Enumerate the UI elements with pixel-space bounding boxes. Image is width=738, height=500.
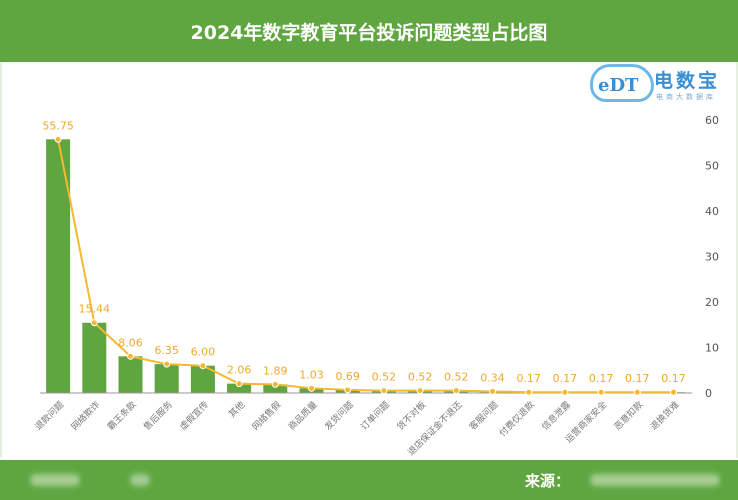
logo-name: 电数宝 <box>654 70 721 92</box>
line-point <box>235 380 243 388</box>
line-point <box>525 388 533 396</box>
data-label: 2.06 <box>227 364 252 377</box>
bar <box>118 356 143 393</box>
x-tick-label: 信息泄露 <box>539 399 573 433</box>
x-tick-label: 货不对板 <box>394 399 428 433</box>
x-tick-label: 恶意扣款 <box>611 399 645 433</box>
line-point <box>163 360 171 368</box>
line-point <box>452 387 460 395</box>
y-tick-label: 0 <box>705 387 712 400</box>
x-tick-label: 其他 <box>226 399 247 420</box>
y-tick-label: 10 <box>705 342 719 355</box>
data-label: 1.89 <box>263 364 288 377</box>
line-point <box>127 352 134 360</box>
data-label: 15.44 <box>79 303 111 316</box>
line-point <box>90 319 98 327</box>
data-label: 0.34 <box>480 371 505 384</box>
data-label: 8.06 <box>118 336 143 349</box>
blurred-source <box>590 474 720 486</box>
line-point <box>489 387 496 395</box>
x-tick-label: 发货问题 <box>322 399 356 433</box>
x-tick-label: 退款问题 <box>32 399 66 433</box>
data-label: 0.17 <box>553 372 578 385</box>
x-tick-label: 售后服务 <box>141 399 175 433</box>
data-label: 0.52 <box>372 371 397 384</box>
line-point <box>416 387 424 395</box>
data-label: 6.00 <box>191 346 216 359</box>
x-tick-label: 付费仅退款 <box>497 399 537 439</box>
cloud-logo-icon <box>590 64 654 102</box>
chart-title: 2024年数字教育平台投诉问题类型占比图 <box>190 21 548 44</box>
data-label: 0.17 <box>516 372 541 385</box>
line-point <box>344 386 352 394</box>
data-label: 0.17 <box>589 372 614 385</box>
data-label: 1.03 <box>299 368 324 381</box>
x-tick-label: 商品质量 <box>286 399 320 433</box>
data-label: 55.75 <box>42 119 74 132</box>
line-series <box>57 139 674 394</box>
y-tick-label: 50 <box>705 160 719 173</box>
title-bar: 2024年数字教育平台投诉问题类型占比图 <box>0 0 738 62</box>
y-tick-label: 60 <box>705 114 719 127</box>
x-tick-label: 网络售假 <box>249 399 283 433</box>
line-point <box>308 384 315 392</box>
x-tick-label: 网络欺诈 <box>68 399 102 433</box>
line-point <box>597 388 605 396</box>
line-point <box>380 387 388 395</box>
bar <box>154 364 179 393</box>
x-tick-label: 客服问题 <box>467 399 501 433</box>
line-point <box>271 380 279 388</box>
y-tick-label: 40 <box>705 205 719 218</box>
data-label: 0.17 <box>625 372 650 385</box>
data-label: 0.69 <box>335 370 360 383</box>
x-tick-label: 订单问题 <box>358 399 392 433</box>
data-label: 6.35 <box>154 344 179 357</box>
logo: eDT 电数宝 电商大数据库 <box>590 64 730 104</box>
logo-subtitle: 电商大数据库 <box>656 93 716 101</box>
x-tick-label: 虚假宣传 <box>177 399 211 433</box>
line-point <box>633 388 641 396</box>
blurred-text <box>130 474 150 486</box>
y-tick-label: 20 <box>705 296 719 309</box>
line-point <box>561 388 569 396</box>
source-label: 来源： <box>525 472 571 490</box>
y-tick-label: 30 <box>705 251 719 264</box>
line-point <box>54 135 62 143</box>
bar <box>263 384 288 393</box>
logo-mark: eDT <box>598 75 639 96</box>
x-tick-label: 退换货难 <box>648 399 682 433</box>
chart-svg: 55.75 15.44 8.06 6.35 6.00 2.06 1.89 1.03 0.69 0.… <box>32 114 719 458</box>
footer: 来源： <box>0 460 738 500</box>
data-label: 0.52 <box>408 371 433 384</box>
data-label: 0.52 <box>444 371 469 384</box>
line-point <box>199 362 207 370</box>
line-point <box>670 388 677 396</box>
x-tick-label: 霸王条款 <box>105 399 139 433</box>
bar <box>82 322 107 393</box>
data-label: 0.17 <box>661 372 686 385</box>
blurred-text <box>30 474 80 486</box>
bar <box>227 383 252 393</box>
